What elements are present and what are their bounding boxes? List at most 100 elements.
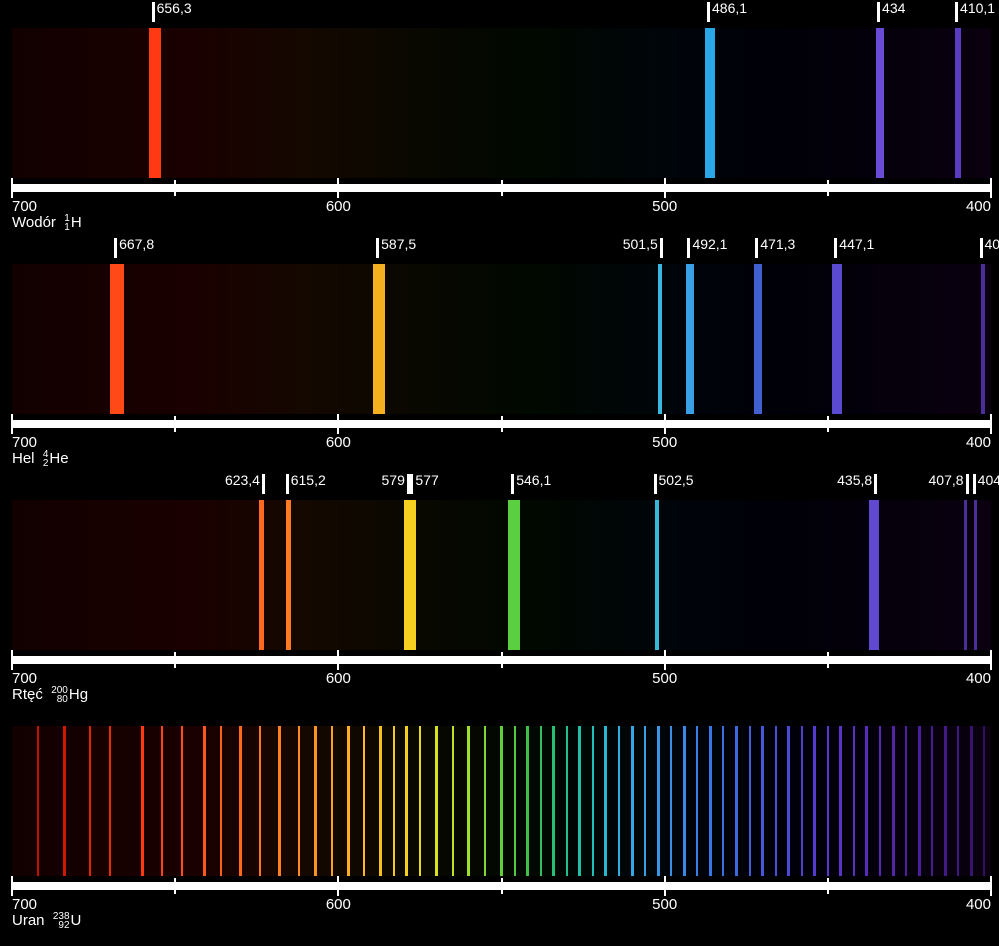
emission-line [658,264,662,414]
emission-line [754,264,762,414]
wavelength-value: 492,1 [692,236,727,252]
wavelength-axis [12,184,991,192]
wavelength-value: 623,4 [225,472,260,488]
axis-number: 600 [326,896,351,913]
axis-number: 500 [652,670,677,687]
emission-line [239,726,242,876]
emission-spectra-diagram: 656,3486,1434410,1700600500400Wodór 11H6… [0,0,999,934]
wavelength-value: 407,8 [929,472,964,488]
axis-labels: 700600500400 [12,890,991,912]
emission-line [566,726,568,876]
emission-line [955,28,961,178]
emission-line [853,726,855,876]
axis-number: 500 [652,198,677,215]
emission-line [631,726,634,876]
emission-line [644,726,646,876]
emission-line [526,726,529,876]
wavelength-value: 486,1 [712,0,747,16]
axis-labels: 700600500400 [12,664,991,686]
emission-line [787,726,790,876]
spectrum-panel-helium: 667,8 587,5 501,5 492,1 471,3 447,1 402,6 70060… [0,236,999,472]
wavelength-label: 615,2 [286,472,326,494]
spectrum-strip [12,264,991,414]
emission-line [552,726,555,876]
emission-line [686,264,694,414]
emission-line [761,726,764,876]
wavelength-value: 501,5 [623,236,658,252]
emission-line [813,726,816,876]
emission-line [957,726,959,876]
wavelength-label: 402,6 [980,236,999,258]
emission-line [141,726,144,876]
emission-line [286,500,291,650]
wavelength-value: 471,3 [760,236,795,252]
emission-line [410,500,416,650]
emission-line [604,726,607,876]
emission-line [657,726,660,876]
wavelength-axis [12,882,991,890]
emission-line [618,726,620,876]
axis-number: 500 [652,434,677,451]
wavelength-label: 587,5 [376,236,416,258]
emission-line [944,726,947,876]
emission-line [508,500,520,650]
wavelength-label: 407,8 [929,472,969,494]
emission-line [89,726,91,876]
axis-number: 700 [12,434,37,451]
axis-number: 700 [12,198,37,215]
wavelength-label: 546,1 [511,472,551,494]
emission-line [393,726,395,876]
wavelength-value: 587,5 [381,236,416,252]
wavelength-label: 656,3 [152,0,192,22]
wavelength-value: 667,8 [119,236,154,252]
element-label: Uran 23892U [12,912,999,934]
emission-line [655,500,659,650]
wavelength-labels [12,708,991,726]
wavelength-label: 577 [410,472,438,494]
emission-line [500,726,503,876]
emission-line [709,726,712,876]
element-label: Rtęć 20080Hg [12,686,999,708]
wavelength-value: 447,1 [839,236,874,252]
wavelength-label: 502,5 [654,472,694,494]
spectrum-strip [12,500,991,650]
axis-number: 700 [12,670,37,687]
axis-number: 400 [966,670,991,687]
wavelength-label: 667,8 [114,236,154,258]
emission-line [722,726,724,876]
emission-line [278,726,281,876]
emission-line [298,726,300,876]
wavelength-label: 501,5 [623,236,663,258]
emission-line [983,726,985,876]
axis-number: 600 [326,198,351,215]
axis-number: 400 [966,896,991,913]
wavelength-label: 471,3 [755,236,795,258]
wavelength-value: 435,8 [837,472,872,488]
wavelength-labels: 623,4615,2579577546,1502,5435,8407,8404,… [12,472,991,500]
wavelength-labels: 656,3486,1434410,1 [12,0,991,28]
emission-line [981,264,985,414]
emission-line [839,726,842,876]
wavelength-label: 435,8 [837,472,877,494]
emission-line [259,726,261,876]
wavelength-value: 577 [415,472,438,488]
emission-line [484,726,486,876]
emission-line [879,726,881,876]
emission-line [379,726,382,876]
emission-line [905,726,907,876]
emission-line [970,726,973,876]
emission-line [578,726,581,876]
axis-number: 700 [12,896,37,913]
emission-line [110,264,124,414]
spectrum-strip [12,726,991,876]
element-label: Wodór 11H [12,214,999,236]
spectrum-strip [12,28,991,178]
emission-line [331,726,333,876]
emission-line [865,726,868,876]
axis-labels: 700600500400 [12,192,991,214]
wavelength-label: 434 [877,0,905,22]
emission-line [373,264,385,414]
emission-line [181,726,183,876]
wavelength-value: 546,1 [516,472,551,488]
axis-labels: 700600500400 [12,428,991,450]
